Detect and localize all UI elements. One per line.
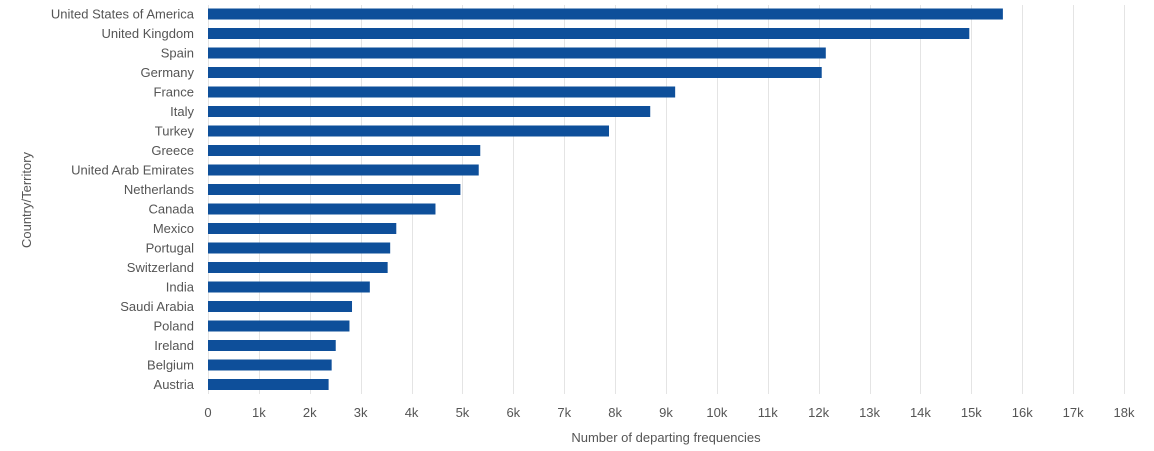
category-label: United Kingdom (102, 26, 195, 41)
category-label: Mexico (153, 221, 194, 236)
x-tick-label: 5k (456, 405, 470, 420)
bar[interactable] (208, 379, 329, 390)
category-label: Austria (154, 377, 195, 392)
category-label: Ireland (154, 338, 194, 353)
bar[interactable] (208, 125, 610, 137)
x-tick-label: 16k (1012, 405, 1033, 420)
x-tick-label: 2k (303, 405, 317, 420)
category-label: United Arab Emirates (71, 163, 194, 178)
bar[interactable] (208, 86, 676, 98)
category-label: Germany (141, 65, 195, 80)
x-tick-label: 10k (706, 405, 727, 420)
bar[interactable] (208, 47, 826, 59)
category-label: Saudi Arabia (120, 299, 194, 314)
y-axis-title: Country/Territory (19, 151, 34, 248)
bar[interactable] (208, 281, 370, 293)
x-tick-label: 18k (1114, 405, 1135, 420)
category-label: Spain (161, 46, 194, 61)
bar[interactable] (208, 359, 332, 371)
category-label: United States of America (51, 7, 195, 22)
bar[interactable] (208, 184, 461, 195)
category-label: India (166, 280, 195, 295)
category-label: Portugal (146, 241, 195, 256)
grid-layer (208, 5, 1125, 394)
x-tick-label: 13k (859, 405, 880, 420)
x-tick-label: 14k (910, 405, 931, 420)
bar[interactable] (208, 320, 350, 332)
category-label: Belgium (147, 358, 194, 373)
x-tick-label: 11k (758, 405, 778, 420)
bar[interactable] (208, 203, 436, 215)
category-label: Greece (151, 143, 194, 158)
x-tick-label: 8k (608, 405, 622, 420)
category-label: Poland (154, 319, 194, 334)
x-tick-label: 17k (1063, 405, 1084, 420)
x-tick-label: 9k (659, 405, 673, 420)
bar-layer (208, 8, 1003, 390)
x-tick-label: 1k (252, 405, 266, 420)
x-tick-label: 12k (808, 405, 829, 420)
category-labels: United States of America United Kingdom Sp… (51, 7, 195, 393)
bar[interactable] (208, 145, 481, 156)
bar[interactable] (208, 340, 336, 351)
x-tick-label: 4k (405, 405, 419, 420)
category-label: Turkey (155, 124, 195, 139)
bar[interactable] (208, 164, 479, 176)
bar[interactable] (208, 301, 353, 312)
category-label: Canada (148, 202, 194, 217)
bar[interactable] (208, 106, 651, 117)
bar[interactable] (208, 262, 388, 273)
x-tick-label: 7k (557, 405, 571, 420)
x-tick-labels: 0 1k 2k 3k 4k 5k 6k 7k 8k 9k 10k 11k 12k 13k 14k 15k 16k… (204, 405, 1135, 420)
x-tick-label: 3k (354, 405, 368, 420)
category-label: Italy (170, 104, 194, 119)
x-tick-label: 0 (204, 405, 211, 420)
category-label: Switzerland (127, 260, 194, 275)
x-axis-title: Number of departing frequencies (571, 430, 761, 445)
bar[interactable] (208, 242, 391, 254)
category-label: France (154, 85, 194, 100)
x-tick-label: 15k (961, 405, 982, 420)
x-tick-label: 6k (506, 405, 520, 420)
bar[interactable] (208, 8, 1003, 20)
bar[interactable] (208, 67, 822, 78)
category-label: Netherlands (124, 182, 195, 197)
bar[interactable] (208, 28, 970, 39)
bar[interactable] (208, 223, 397, 234)
